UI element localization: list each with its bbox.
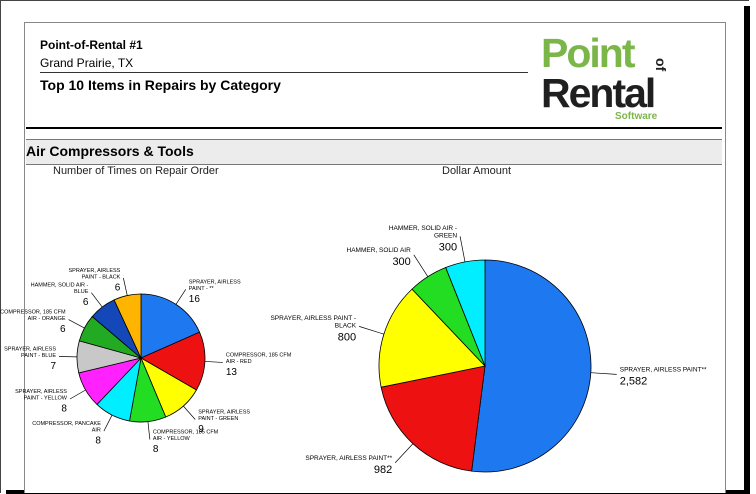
pie1-label-0-line-0: SPRAYER, AIRLESS	[189, 279, 241, 285]
pie2-slice-0	[471, 259, 592, 473]
pie1-slice-1	[140, 331, 206, 391]
pie1-leader-1	[204, 361, 223, 363]
pie2-leader-3	[413, 254, 429, 277]
pie2-slice-2	[378, 288, 486, 388]
pie1-leader-9	[123, 277, 128, 296]
pie2-slice-1	[380, 365, 486, 472]
pie2-value-1: 982	[374, 464, 392, 476]
logo-word-rental: Rental	[541, 70, 654, 116]
pie1-label-1-line-0: COMPRESSOR, 185 CFM	[226, 352, 292, 358]
pie1-label-4-line-1: AIR	[92, 428, 101, 434]
pie2-value-2: 800	[338, 331, 356, 343]
pie1-leader-2	[183, 405, 196, 420]
pie1-leader-7	[68, 319, 85, 329]
category-band: Air Compressors & Tools	[26, 139, 722, 165]
point-of-rental-logo: Point of Rental Software	[541, 30, 669, 122]
pie2-value-4: 300	[439, 241, 457, 253]
pie2-label-3-line-0: HAMMER, SOLID AIR	[347, 247, 412, 254]
company-location: Grand Prairie, TX	[40, 56, 134, 70]
pie2-leader-0	[590, 372, 617, 375]
pie1-value-9: 6	[115, 282, 121, 293]
pie1-value-2: 9	[198, 424, 204, 435]
pie1-value-5: 8	[61, 404, 67, 415]
pie1-leader-8	[91, 292, 103, 308]
pie2-label-1-line-0: SPRAYER, AIRLESS PAINT**	[305, 455, 392, 462]
pie1-value-8: 6	[83, 297, 89, 308]
window-shadow-right	[744, 6, 750, 494]
pie1-label-6-line-0: SPRAYER, AIRLESS	[4, 347, 56, 353]
logo-word-point: Point	[541, 30, 636, 76]
pie1-value-7: 6	[60, 324, 66, 335]
pie1-leader-4	[103, 414, 113, 432]
pie1-label-5-line-1: PAINT - YELLOW	[24, 396, 68, 402]
pie2-label-4-line-0: HAMMER, SOLID AIR -	[389, 225, 457, 232]
pie1-label-2-line-1: PAINT - GREEN	[198, 416, 238, 422]
pie2-value-3: 300	[392, 256, 410, 268]
pie1-value-1: 13	[226, 367, 238, 378]
pie1-value-4: 8	[95, 436, 101, 447]
pie1-label-3-line-0: COMPRESSOR, 185 CFM	[153, 430, 219, 436]
pie2-leader-2	[358, 326, 384, 335]
pie1-label-1-line-1: AIR - RED	[226, 359, 252, 365]
pie1-label-7-line-0: COMPRESSOR, 185 CFM	[0, 310, 66, 316]
pie1-label-6-line-1: PAINT - BLUE	[21, 353, 56, 359]
pie2-leader-1	[394, 443, 414, 463]
pie1-label-8-line-1: BLUE	[74, 289, 89, 295]
pie1-value-0: 16	[189, 294, 201, 305]
company-name: Point-of-Rental #1	[40, 38, 143, 52]
logo-word-software: Software	[615, 111, 658, 122]
pie1-title: Number of Times on Repair Order	[53, 165, 219, 177]
pie2-slice-4	[445, 259, 486, 367]
logo-word-of: of	[653, 58, 669, 72]
pie2-label-2-line-0: SPRAYER, AIRLESS PAINT -	[270, 315, 356, 322]
pie1-label-2-line-0: SPRAYER, AIRLESS	[198, 410, 250, 416]
pie1-label-5-line-0: SPRAYER, AIRLESS	[15, 389, 67, 395]
pie1-label-3-line-1: AIR - YELLOW	[153, 436, 191, 442]
section-rule	[26, 127, 722, 129]
pie2-title: Dollar Amount	[442, 165, 512, 177]
report-title: Top 10 Items in Repairs by Category	[40, 77, 281, 93]
pie1-label-8-line-0: HAMMER, SOLID AIR -	[31, 283, 89, 289]
pie1-leader-3	[147, 421, 151, 440]
pie1-slice-9	[113, 293, 142, 359]
category-title: Air Compressors & Tools	[26, 143, 194, 159]
pie1-leader-0	[175, 289, 187, 305]
header-divider	[40, 72, 528, 73]
pie1-label-9-line-1: PAINT - BLACK	[82, 274, 121, 280]
pie1-label-4-line-0: COMPRESSOR, PANCAKE	[32, 421, 101, 427]
pie1-value-6: 7	[50, 361, 56, 372]
pie2-label-0-line-0: SPRAYER, AIRLESS PAINT**	[620, 367, 707, 374]
pie2-label-2-line-1: BLACK	[335, 322, 357, 329]
pie1-leader-5	[69, 389, 86, 400]
pie2-label-4-line-1: GREEN	[434, 232, 457, 239]
pie1-value-3: 8	[153, 444, 159, 455]
pie1-label-7-line-1: AIR - ORANGE	[28, 316, 66, 322]
pie2-value-0: 2,582	[620, 376, 648, 388]
pie1-label-0-line-1: PAINT - **	[189, 286, 215, 292]
pie1-label-9-line-0: SPRAYER, AIRLESS	[68, 268, 120, 274]
pie2-leader-4	[459, 236, 466, 262]
